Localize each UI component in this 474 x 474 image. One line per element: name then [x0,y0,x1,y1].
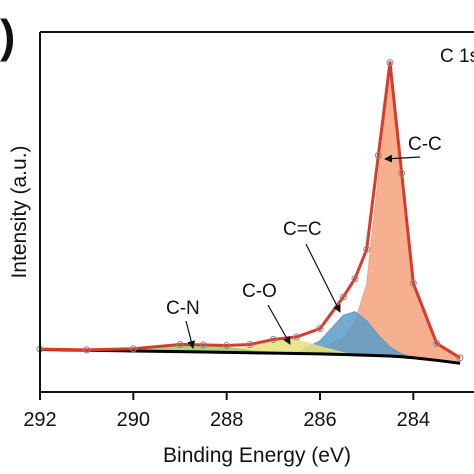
data-point [374,151,382,159]
background-line [39,348,461,365]
data-point [386,59,394,67]
annotation: C 1s [440,46,474,67]
data-point [223,342,231,350]
x-axis-label: Binding Energy (eV) [163,444,351,467]
data-point [398,169,406,177]
plot-area [36,59,464,365]
peak-label: C-N [166,298,200,319]
data-point [293,333,301,341]
x-tick-label: 288 [210,409,243,431]
envelope-line [39,61,461,360]
data-point [363,245,371,253]
data-point [316,325,324,333]
data-point [433,339,441,347]
peak-label: C-C [408,134,442,155]
data-point [129,345,137,353]
data-point [339,293,347,301]
x-tick-label: 292 [23,409,56,431]
x-tick-label: 290 [117,409,150,431]
arrow [267,304,291,345]
data-point [351,275,359,283]
data-point [456,354,464,362]
panel-label: ) [0,10,15,62]
x-tick-label: 286 [303,409,336,431]
arrow [384,154,421,163]
data-point [246,340,254,348]
data-point [409,279,417,287]
arrow [305,243,341,313]
data-point [176,340,184,348]
y-axis-label: Intensity (a.u.) [8,145,31,278]
peak-label: C=C [283,219,322,240]
data-point [269,335,277,343]
peak-label: C-O [242,281,277,302]
data-point [199,341,207,349]
arrow [185,320,196,349]
x-tick-label: 284 [397,409,430,431]
data-point [83,346,91,354]
